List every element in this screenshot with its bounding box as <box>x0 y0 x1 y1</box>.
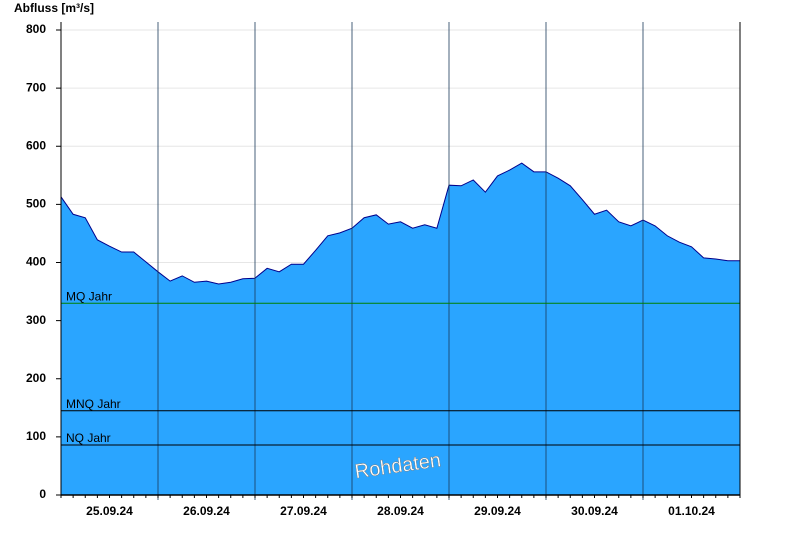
x-tick-label: 30.09.24 <box>571 504 618 518</box>
reference-label: MNQ Jahr <box>66 397 121 411</box>
area <box>61 163 740 495</box>
y-tick-label: 800 <box>26 22 46 36</box>
reference-label: MQ Jahr <box>66 289 112 303</box>
x-tick-label: 28.09.24 <box>377 504 424 518</box>
reference-label: NQ Jahr <box>66 431 111 445</box>
y-tick-label: 0 <box>39 487 46 501</box>
y-tick-label: 600 <box>26 138 46 152</box>
y-tick-label: 300 <box>26 313 46 327</box>
x-tick-label: 01.10.24 <box>668 504 715 518</box>
x-tick-label: 26.09.24 <box>183 504 230 518</box>
y-axis-title: Abfluss [m³/s] <box>14 1 94 15</box>
line <box>60 162 740 285</box>
x-tick-label: 29.09.24 <box>474 504 521 518</box>
x-tick-label: 25.09.24 <box>86 504 133 518</box>
x-tick-label: 27.09.24 <box>280 504 327 518</box>
y-tick-label: 200 <box>26 371 46 385</box>
y-tick-label: 100 <box>26 429 46 443</box>
y-tick-label: 500 <box>26 197 46 211</box>
y-tick-label: 400 <box>26 255 46 269</box>
y-tick-label: 700 <box>26 80 46 94</box>
